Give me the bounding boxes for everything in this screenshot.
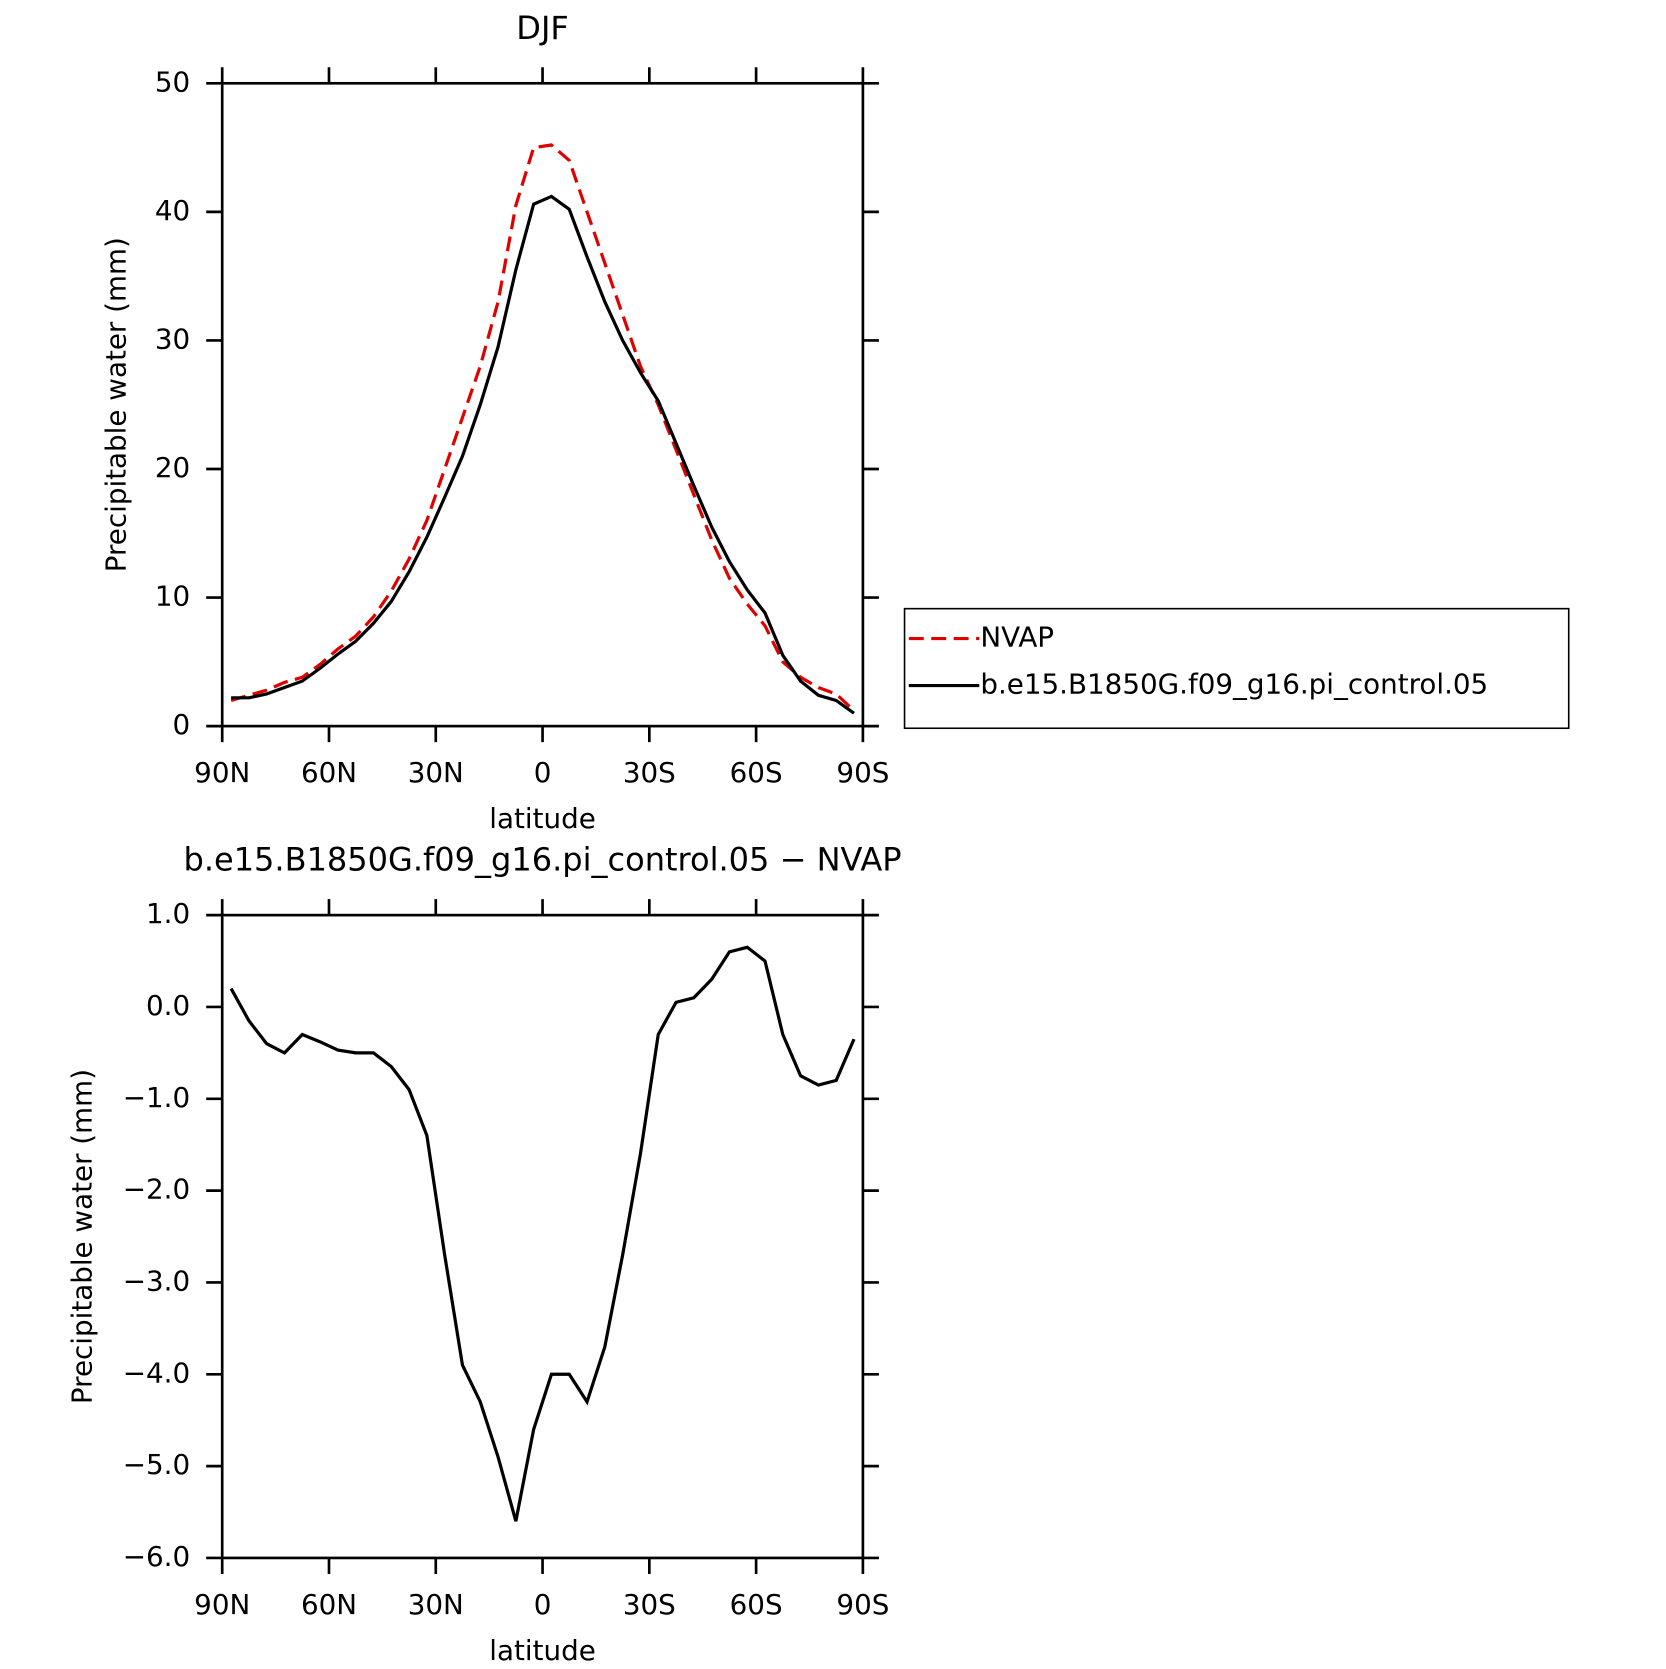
y-axis-label: Precipitable water (mm) (100, 237, 133, 572)
y-tick-label: 20 (155, 451, 190, 484)
x-tick-label: 60S (730, 756, 783, 789)
x-tick-label: 90S (836, 756, 889, 789)
x-tick-label: 30S (623, 756, 676, 789)
series-line (230, 143, 856, 712)
x-tick-label: 90S (836, 1588, 889, 1621)
series-line (229, 945, 856, 1522)
x-tick-label: 30N (408, 756, 464, 789)
y-tick-label: 50 (155, 65, 190, 98)
x-axis-label: latitude (489, 1634, 595, 1667)
x-tick-label: 90N (194, 1588, 250, 1621)
y-tick-label: −6.0 (123, 1540, 190, 1573)
y-tick-label: −1.0 (123, 1081, 190, 1114)
y-tick-label: 40 (155, 194, 190, 227)
x-tick-label: 0 (534, 1588, 552, 1621)
plot-frame (220, 913, 865, 1560)
y-tick-label: −3.0 (123, 1264, 190, 1297)
y-tick-label: 30 (155, 322, 190, 355)
legend-label: b.e15.B1850G.f09_g16.pi_control.05 (980, 668, 1488, 701)
x-tick-label: 30S (623, 1588, 676, 1621)
y-tick-label: −4.0 (123, 1356, 190, 1389)
x-tick-label: 60N (301, 1588, 357, 1621)
legend-label: NVAP (980, 621, 1054, 654)
y-tick-label: 10 (155, 580, 190, 613)
x-tick-label: 90N (194, 756, 250, 789)
series-line (231, 194, 855, 715)
x-axis-label: latitude (489, 802, 595, 835)
y-tick-label: 1.0 (146, 897, 190, 930)
plot-frame (220, 81, 865, 728)
x-tick-label: 60N (301, 756, 357, 789)
y-tick-label: −5.0 (123, 1448, 190, 1481)
x-tick-label: 60S (730, 1588, 783, 1621)
x-tick-label: 30N (408, 1588, 464, 1621)
y-tick-label: −2.0 (123, 1173, 190, 1206)
legend-box (903, 607, 1570, 730)
chart-title: b.e15.B1850G.f09_g16.pi_control.05 − NVA… (183, 841, 901, 879)
y-tick-label: 0.0 (146, 989, 190, 1022)
x-tick-label: 0 (534, 756, 552, 789)
chart-title: DJF (516, 9, 569, 47)
y-tick-label: 0 (173, 708, 191, 741)
y-axis-label: Precipitable water (mm) (65, 1069, 98, 1404)
